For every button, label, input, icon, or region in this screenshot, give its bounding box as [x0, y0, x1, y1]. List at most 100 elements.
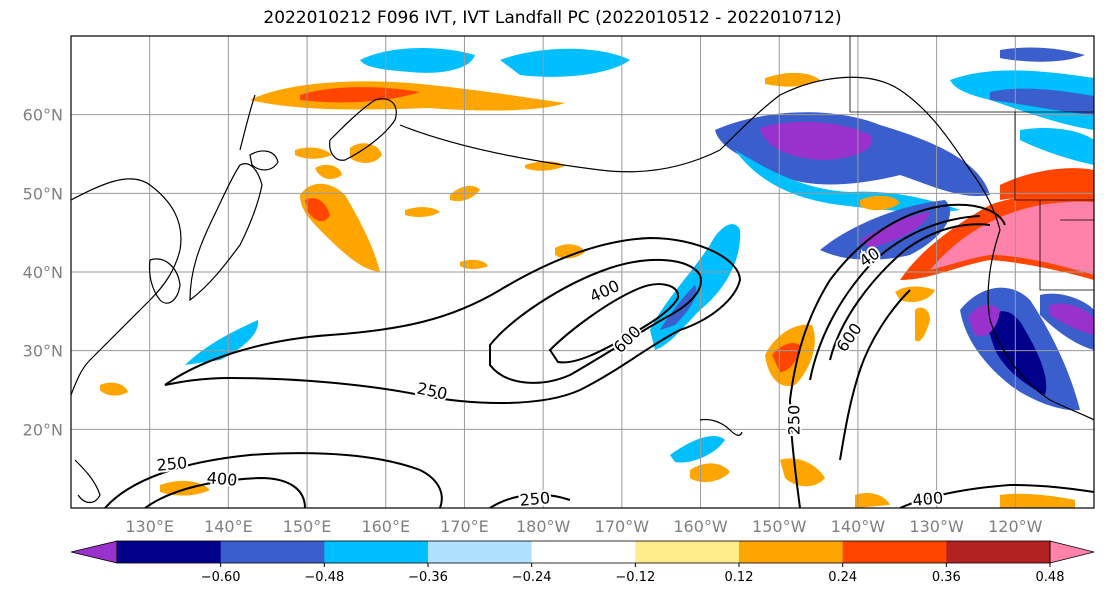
longitude-label: 170°W [595, 517, 650, 536]
ivt-contour-250-sw [104, 452, 443, 508]
anomaly-region-positive [100, 382, 128, 396]
anomaly-region-negative-inner [760, 121, 872, 160]
ivt-contour-400 [489, 259, 702, 384]
anomaly-region-positive [300, 183, 380, 272]
anomaly-region-negative [360, 48, 475, 73]
colorbar: −0.60 −0.48 −0.36 −0.24 −0.12 0.12 0.24 0.36 0.4… [70, 540, 1095, 585]
contour-label: 400 [206, 468, 238, 490]
ivt-contour-250-east [789, 203, 1006, 401]
anomaly-region-positive [250, 81, 565, 111]
ivt-contour-250-south [789, 399, 801, 508]
anomaly-region-positive-core [305, 198, 330, 222]
ivt-contour-600-east [829, 223, 991, 361]
longitude-label: 160°E [361, 517, 410, 536]
colorbar-segment [324, 541, 429, 563]
anomaly-region-positive [555, 244, 585, 259]
anomaly-region-negative [1000, 47, 1085, 62]
anomaly-region-positive [855, 493, 890, 508]
longitude-label: 150°E [283, 517, 332, 536]
colorbar-segment [842, 541, 947, 563]
colorbar-segment [739, 541, 844, 563]
anomaly-region-negative-inner [660, 285, 697, 330]
colorbar-frame [116, 540, 1051, 564]
longitude-label: 140°W [831, 517, 886, 536]
colorbar-extend-high [1049, 540, 1095, 564]
ivt-contour-400-south [839, 289, 911, 461]
longitude-label: 150°W [752, 517, 807, 536]
longitude-label: 170°E [440, 517, 489, 536]
anomaly-region-positive-core [300, 87, 420, 103]
contour-label: 250 [785, 405, 804, 436]
boundary-line [1039, 200, 1094, 291]
colorbar-tick-label: 0.48 [1036, 570, 1065, 585]
anomaly-region-positive [915, 307, 930, 342]
latitude-label: 30°N [23, 342, 63, 361]
coastline-hokkaido [249, 150, 279, 171]
longitude-label: 130°E [125, 517, 174, 536]
colorbar-tick-label: −0.24 [512, 570, 552, 585]
coastline-korea [148, 258, 181, 304]
contour-label: 250 [415, 379, 449, 404]
latitude-label: 20°N [23, 420, 63, 439]
anomaly-region-positive-core [930, 201, 1094, 275]
contour-label: 250 [156, 453, 188, 475]
contour-label: 400 [587, 276, 623, 306]
colorbar-tick-label: −0.36 [408, 570, 448, 585]
ivt-contour-400-east [809, 215, 981, 381]
colorbar-tick-label: 0.12 [725, 570, 754, 585]
colorbar-tick-label: −0.12 [615, 570, 655, 585]
anomaly-region-positive-outer [895, 286, 935, 302]
anomaly-region-positive [460, 259, 488, 269]
contour-label: 400 [912, 488, 944, 510]
longitude-label: 130°W [909, 517, 964, 536]
map-grid [71, 36, 1094, 508]
contour-label: 600 [610, 322, 645, 357]
colorbar-segment [946, 541, 1051, 563]
colorbar-tick-label: −0.48 [304, 570, 344, 585]
anomaly-region-negative-ring [735, 150, 960, 213]
longitude-label: 120°W [988, 517, 1043, 536]
anomaly-region-positive [860, 195, 900, 211]
anomaly-region-positive [1000, 168, 1094, 200]
coastline-philippines [74, 459, 101, 504]
coastline-asia [71, 178, 182, 396]
anomaly-region-positive [780, 458, 825, 487]
contour-label: 250 [519, 488, 551, 510]
coastline-layer [71, 76, 1094, 504]
anomaly-region-positive [1000, 493, 1075, 508]
colorbar-segment [220, 541, 325, 563]
longitude-label: 160°W [673, 517, 728, 536]
latitude-label-layer: 60°N 50°N 40°N 30°N 20°N [23, 106, 63, 440]
latitude-label: 60°N [23, 106, 63, 125]
anomaly-region-positive [690, 463, 730, 483]
ivt-contour-layer [104, 203, 1094, 508]
colorbar-tick-label: 0.24 [828, 570, 857, 585]
latitude-label: 40°N [23, 263, 63, 282]
coastline-aleutians [399, 124, 721, 173]
colorbar-segment [117, 541, 222, 563]
longitude-label-layer: 130°E 140°E 150°E 160°E 170°E 180°W 170°W 160°W… [125, 517, 1042, 536]
colorbar-segment [635, 541, 740, 563]
anomaly-region-negative [1020, 128, 1094, 165]
anomaly-region-positive [315, 164, 342, 180]
colorbar-segment [428, 541, 533, 563]
ivt-contour-400-bottom [899, 483, 1094, 508]
anomaly-region-positive [525, 161, 565, 171]
colorbar-tick-label: −0.60 [201, 570, 241, 585]
colorbar-tick-label: 0.36 [932, 570, 961, 585]
boundary-line [1014, 112, 1094, 201]
anomaly-region-negative-inner [1050, 303, 1094, 335]
colorbar-extend-low [70, 540, 118, 564]
anomaly-region-negative [670, 435, 725, 463]
colorbar-segment [531, 541, 636, 563]
boundary-line [849, 36, 1094, 113]
anomaly-region-positive [405, 207, 440, 217]
coastline-sakhalin [239, 94, 256, 151]
coastline-north-america [987, 229, 1094, 421]
coastline-hawaii [699, 418, 743, 436]
longitude-label: 140°E [204, 517, 253, 536]
anomaly-region-negative-inner [968, 304, 1000, 337]
